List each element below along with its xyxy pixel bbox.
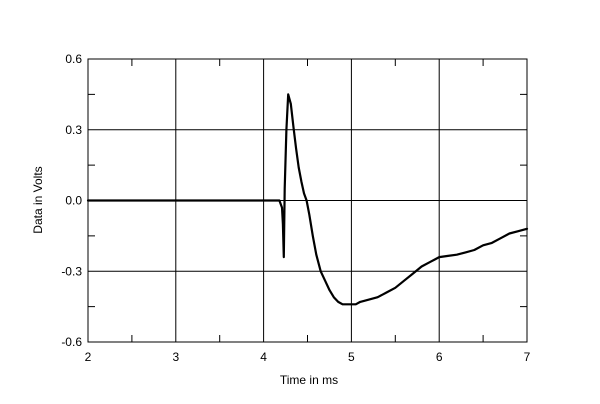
x-tick-label: 7	[524, 350, 531, 364]
x-tick-labels: 2 3 4 5 6 7	[85, 350, 531, 364]
y-tick-label: -0.3	[61, 264, 82, 278]
y-tick-labels: -0.6 -0.3 0.0 0.3 0.6	[61, 52, 82, 349]
x-tick-label: 5	[348, 350, 355, 364]
x-tick-label: 6	[436, 350, 443, 364]
y-axis-label: Data in Volts	[31, 166, 45, 233]
series-line	[86, 93, 529, 306]
y-tick-label: 0.6	[65, 52, 82, 66]
y-tick-label: -0.6	[61, 335, 82, 349]
x-tick-label: 2	[85, 350, 92, 364]
minor-ticks	[88, 59, 527, 342]
y-tick-label: 0.3	[65, 123, 82, 137]
y-tick-label: 0.0	[65, 194, 82, 208]
series-layer	[86, 93, 529, 306]
x-axis-label: Time in ms	[280, 373, 338, 387]
x-tick-label: 3	[172, 350, 179, 364]
x-tick-label: 4	[260, 350, 267, 364]
